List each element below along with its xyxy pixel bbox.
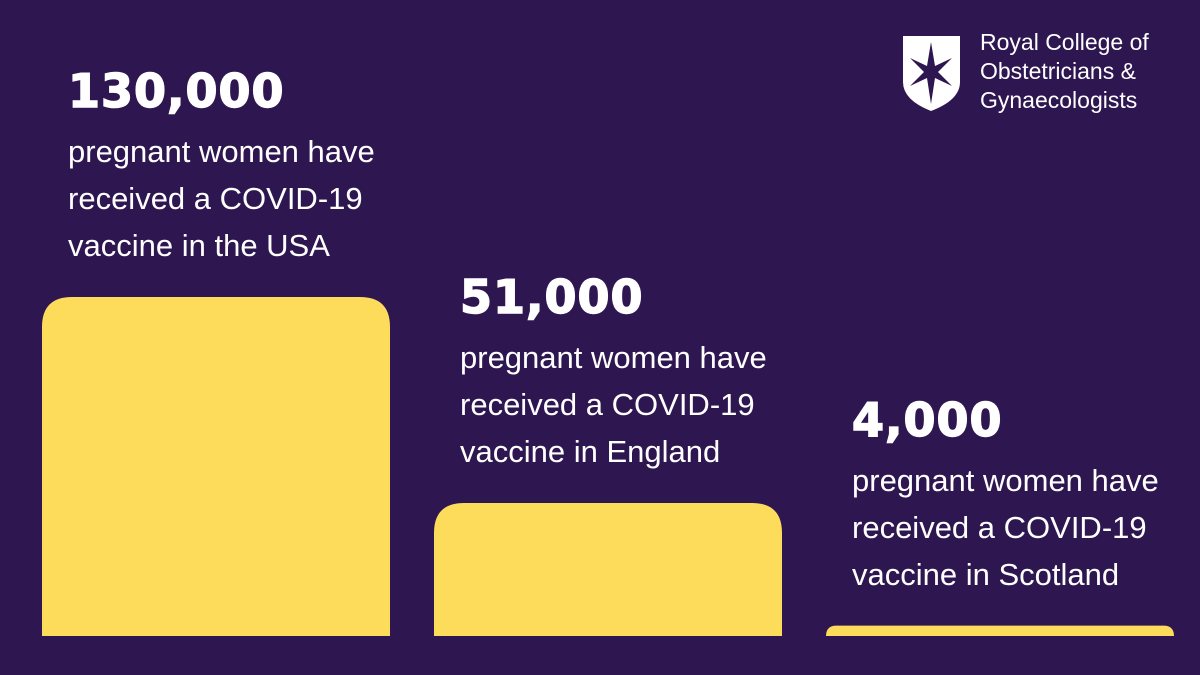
value-label: 130,000 [67, 63, 285, 119]
category-label: pregnant women have received a COVID-19 … [460, 340, 767, 470]
bar-annotation: 51,000 pregnant women have received a COV… [459, 269, 800, 475]
category-label: pregnant women have received a COVID-19 … [852, 462, 1159, 592]
logo-shield [903, 36, 960, 111]
bar [42, 297, 390, 636]
value-label: 51,000 [459, 269, 644, 325]
bar-annotation: 130,000 pregnant women have received a CO… [67, 63, 408, 269]
value-label: 4,000 [851, 392, 1003, 448]
bar-annotation: 4,000 pregnant women have received a COVI… [851, 392, 1192, 598]
logo-line: Gynaecologists [980, 87, 1138, 113]
bar [826, 625, 1174, 636]
bar [434, 503, 782, 636]
logo-text: Royal College of Obstetricians & Gynaeco… [980, 28, 1149, 115]
category-label: pregnant women have received a COVID-19 … [68, 134, 375, 263]
logo-line: Royal College of [980, 29, 1149, 55]
logo-line: Obstetricians & [980, 58, 1136, 84]
